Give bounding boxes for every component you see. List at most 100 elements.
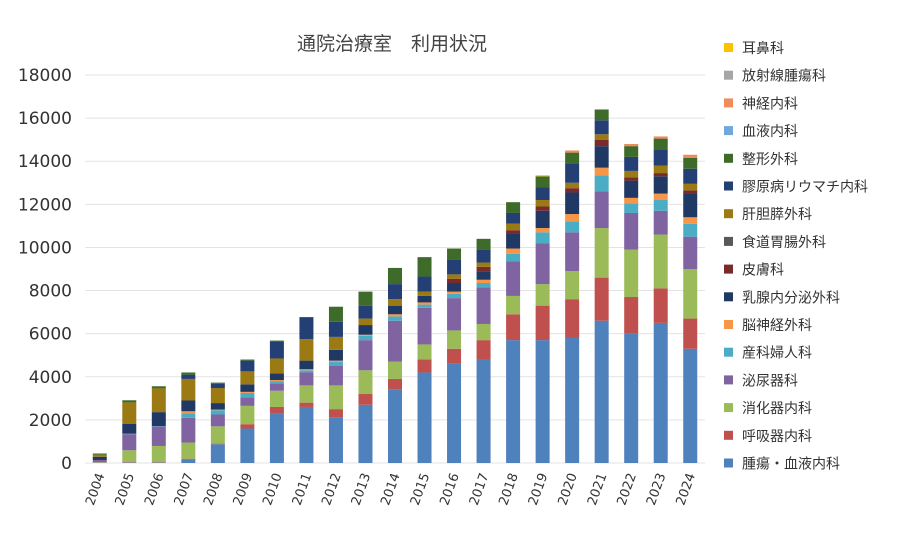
bar-segment	[447, 274, 462, 279]
bar-segment	[122, 450, 137, 463]
y-tick-label: 18000	[18, 66, 72, 86]
legend-swatch	[724, 264, 733, 274]
bar-segment	[417, 276, 432, 292]
bar-segment	[624, 212, 639, 250]
bar-segment	[535, 284, 550, 306]
bar-segment	[240, 397, 255, 406]
bar-segment	[594, 139, 609, 147]
x-tick-label: 2019	[526, 471, 551, 507]
bar-segment	[624, 203, 639, 213]
x-tick-label: 2008	[201, 471, 226, 507]
legend-swatch	[724, 181, 733, 191]
bar-segment	[181, 442, 196, 459]
bar-segment	[299, 372, 314, 386]
bar-segment	[535, 228, 550, 233]
y-tick-label: 4000	[29, 368, 72, 388]
bar-segment	[388, 299, 402, 306]
bar-segment	[653, 234, 668, 289]
bar-segment	[328, 385, 343, 410]
bar-segment	[151, 412, 166, 427]
bar-segment	[269, 380, 284, 382]
bar-segment	[240, 384, 255, 392]
bar-segment	[210, 409, 225, 411]
bar-segment	[358, 334, 373, 336]
legend-swatch	[724, 292, 733, 302]
bar-segment	[388, 305, 402, 315]
bar-segment	[92, 456, 107, 460]
bar-segment	[506, 233, 521, 249]
bar-segment	[535, 243, 550, 285]
bar-segment	[388, 361, 402, 379]
legend-swatch	[724, 430, 733, 440]
legend-label: 呼吸器内科	[742, 429, 812, 445]
bar-segment	[447, 248, 462, 260]
legend-swatch	[724, 458, 733, 468]
bar-segment	[417, 359, 432, 373]
bar-segment	[269, 390, 284, 407]
bar-segment	[594, 120, 609, 135]
legend-label: 放射線腫瘍科	[742, 68, 826, 85]
x-tick-label: 2017	[467, 471, 492, 507]
bar-segment	[328, 366, 343, 386]
bar-segment	[476, 340, 491, 360]
y-tick-label: 10000	[18, 238, 72, 258]
bar-segment	[506, 314, 521, 341]
x-tick-label: 2022	[615, 471, 640, 507]
bar-segment	[476, 283, 491, 288]
bar-segment	[328, 360, 343, 362]
bar-segment	[535, 305, 550, 341]
legend-swatch	[724, 236, 733, 246]
bar-segment	[683, 193, 698, 218]
x-tick-label: 2016	[437, 471, 462, 507]
bar-segment	[417, 372, 432, 463]
bar-segment	[299, 360, 314, 370]
bar-segment	[122, 402, 137, 424]
bar-segment	[388, 267, 402, 285]
bar-segment	[683, 190, 698, 194]
bar-segment	[506, 212, 521, 224]
bar-segment	[240, 360, 255, 372]
legend-swatch	[724, 375, 733, 385]
bar-segment	[269, 413, 284, 463]
x-tick-label: 2020	[555, 471, 580, 507]
bar-segment	[594, 146, 609, 168]
bar-segment	[92, 453, 107, 455]
bar-segment	[417, 295, 432, 303]
bar-segment	[240, 428, 255, 463]
bar-segment	[210, 387, 225, 404]
x-tick-label: 2024	[674, 471, 699, 507]
bar-segment	[624, 156, 639, 171]
y-axis: 0 2000 4000 6000 8000 10000 12000 14000 16000 180…	[18, 66, 72, 474]
bar-segment	[269, 340, 284, 342]
x-axis: 2004 2005 2006 2007 2008 2009 2010 2011 2012 2013…	[83, 471, 699, 507]
bar-segment	[417, 291, 432, 296]
bar-segment	[181, 413, 196, 418]
legend-label: 腫瘍・血液内科	[742, 456, 840, 473]
bar-segment	[535, 206, 550, 211]
bar-segment	[328, 361, 343, 366]
bar-segment	[388, 378, 402, 390]
y-tick-label: 12000	[18, 195, 72, 215]
bar-segment	[240, 424, 255, 429]
bar-segment	[624, 180, 639, 198]
bar-segment	[210, 443, 225, 445]
bar-segment	[269, 406, 284, 414]
bar-segment	[122, 400, 137, 403]
bar-segment	[476, 238, 491, 250]
legend-swatch	[724, 347, 733, 357]
legend-label: 食道胃腸外科	[742, 234, 826, 251]
bar-segment	[565, 214, 580, 222]
bar-segment	[181, 417, 196, 443]
bar-segment	[328, 321, 343, 337]
bar-segment	[210, 414, 225, 427]
bar-segment	[358, 394, 373, 405]
bar-segment	[358, 404, 373, 463]
legend-label: 脳神経外科	[742, 318, 812, 334]
bar-segment	[181, 378, 196, 401]
bar-segment	[535, 187, 550, 201]
bar-segment	[358, 291, 373, 306]
bar-segment	[535, 210, 550, 229]
bar-segment	[476, 271, 491, 280]
bar-segment	[388, 389, 402, 463]
bar-segment	[299, 369, 314, 371]
